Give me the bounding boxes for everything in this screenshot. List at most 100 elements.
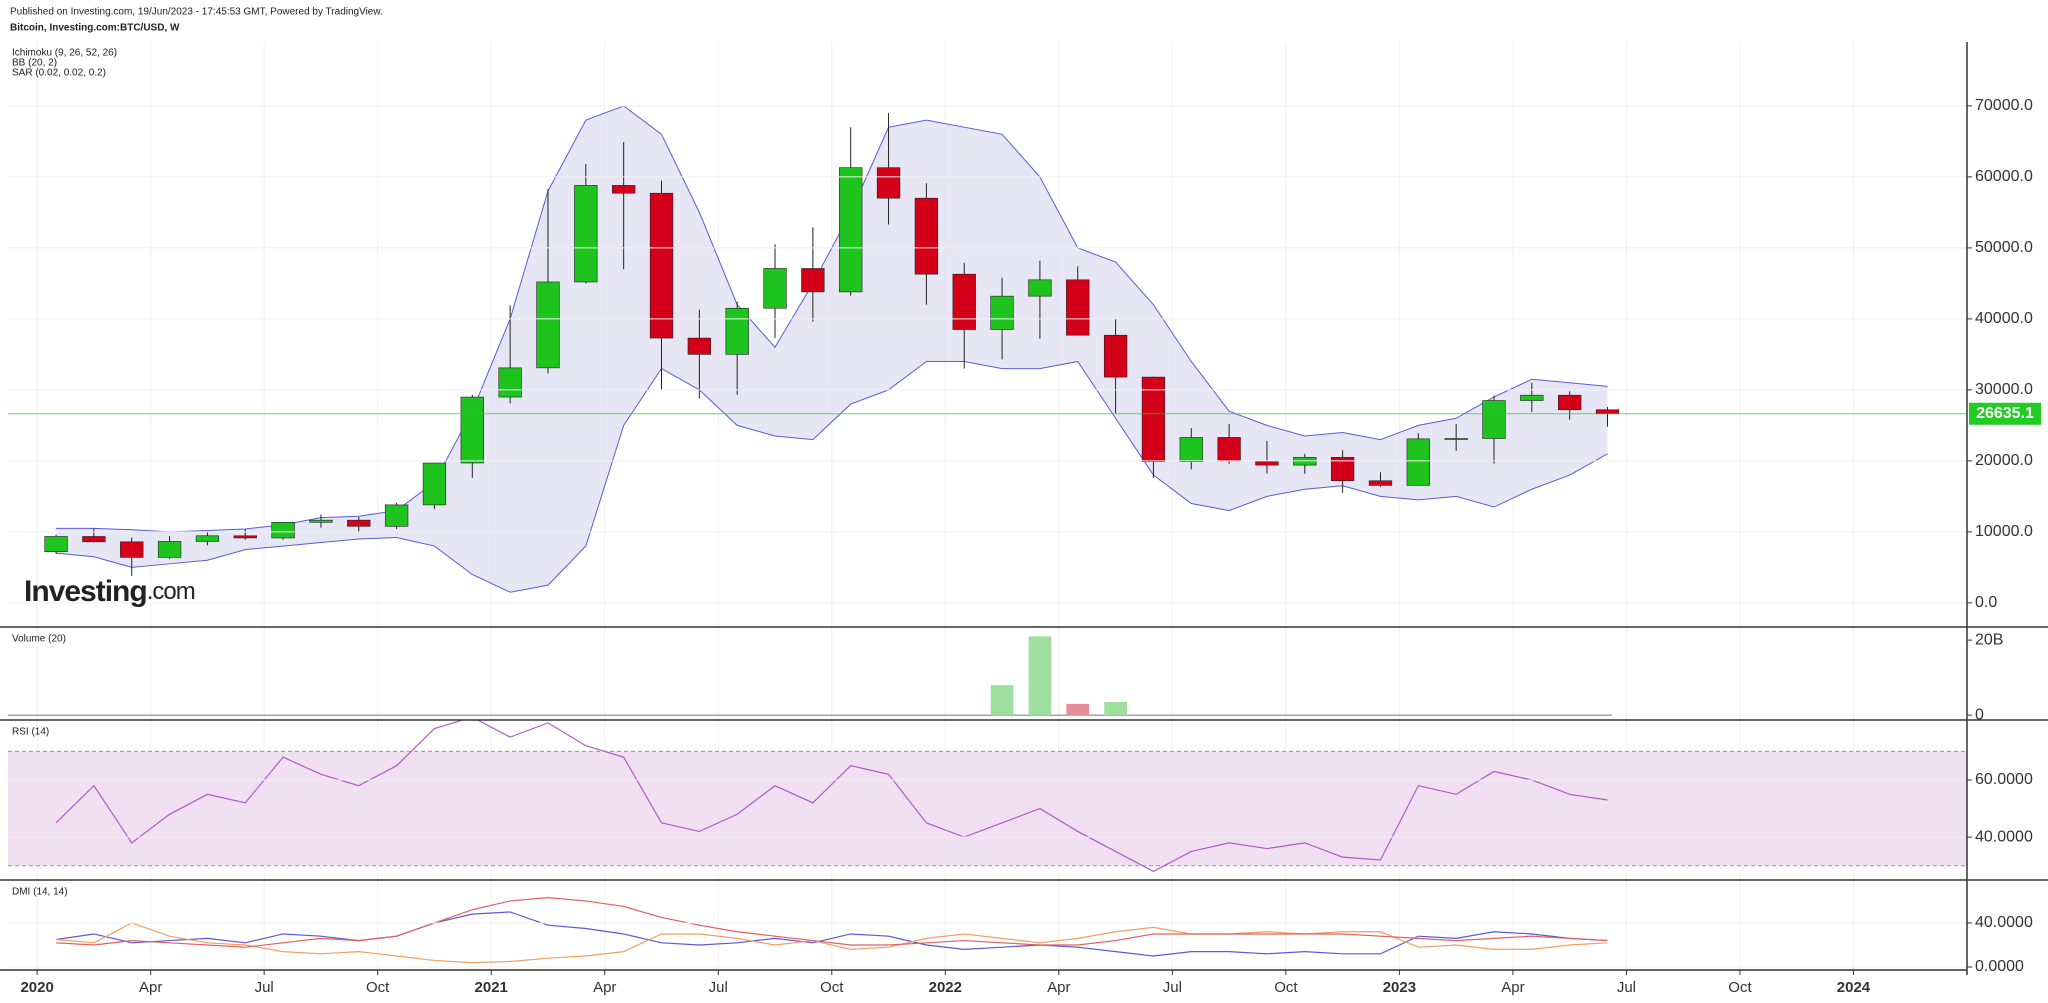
indicator-label: Ichimoku (9, 26, 52, 26) [12,48,117,59]
x-tick-label: 2024 [1837,979,1871,996]
candle-body [1066,279,1090,336]
candle-body [422,462,447,506]
y-tick-label: 50000.0 [1975,239,2033,256]
candle-body [914,197,939,275]
candle-body [612,185,636,194]
x-tick-label: Apr [139,979,162,996]
candle-body [1368,480,1393,486]
y-tick-label: 40.0000 [1975,914,2033,931]
candle-body [195,535,220,542]
candle-body [725,307,749,355]
panel-3 [55,897,1608,964]
panel-0 [44,105,1620,593]
x-tick-label: Oct [1728,979,1752,996]
candle-body [839,167,863,293]
indicator-line [55,911,1608,957]
y-tick-label: 30000.0 [1975,381,2033,398]
candle-body [876,167,901,199]
x-tick-label: Jul [1163,979,1182,996]
y-tick-label: 20B [1975,631,2003,648]
candle-body [1217,437,1241,462]
volume-bar [1028,636,1052,716]
y-tick-label: 40000.0 [1975,310,2033,327]
y-tick-label: 0.0 [1975,594,1997,611]
x-tick-label: Jul [1617,979,1636,996]
candle-body [1179,437,1203,462]
candle-body [347,519,371,527]
candle-body [1520,394,1544,401]
x-tick-label: 2020 [20,979,53,996]
candle-body [990,295,1014,330]
indicator-label: SAR (0.02, 0.02, 0.2) [12,68,106,79]
candle-body [536,281,560,369]
candle-body [1103,334,1128,378]
indicator-line [56,897,1608,948]
candle-body [1558,394,1582,411]
x-tick-label: 2023 [1383,979,1416,996]
candle-body [1028,279,1052,297]
y-tick-label: 0 [1975,706,1984,723]
indicator-label: BB (20, 2) [12,58,57,69]
indicator-line [56,922,1608,964]
x-tick-label: Apr [1047,979,1070,996]
y-tick-label: 40.0000 [1975,828,2033,845]
x-tick-label: Apr [1501,979,1524,996]
candle-body [157,541,182,558]
logo-suffix: .com [147,578,195,605]
logo: Investing.com [24,575,195,608]
y-tick-label: 60000.0 [1975,168,2033,185]
last-price-label: 26635.1 [1976,405,2034,422]
candle-body [1595,409,1620,415]
x-tick-label: Apr [593,979,616,996]
candle-body [82,536,106,543]
panel-1 [8,636,1612,716]
last-price-box [1969,402,2041,425]
volume-bar [1066,703,1090,716]
candle-body [1482,400,1506,439]
x-tick-label: Jul [255,979,274,996]
candle-body [233,535,257,539]
candle-body [1330,457,1355,482]
candle-body [120,541,144,558]
candle-body [384,504,409,527]
rsi-band [8,751,1967,866]
y-tick-label: 10000.0 [1975,523,2033,540]
symbol: Bitcoin, Investing.com:BTC/USD, W [10,23,180,34]
bb-line [56,360,1608,593]
y-tick-label: 70000.0 [1975,97,2033,114]
candle-body [1255,460,1279,466]
y-tick-label: 0.0000 [1975,958,2024,975]
candle-body [687,337,711,355]
logo-word: Investing [24,575,147,608]
published-note: Published on Investing.com, 19/Jun/2023 … [10,7,383,18]
candle-body [801,268,825,293]
candle-body [1406,438,1430,486]
candle-body [574,185,598,283]
candle-body [44,536,68,553]
candle-body [498,367,522,398]
candle-body [1444,438,1468,440]
panel-title: Volume (20) [12,634,66,645]
candle-body [763,268,787,309]
x-tick-label: Oct [820,979,844,996]
panel-title: DMI (14, 14) [12,887,68,898]
indicator-line [55,720,1608,873]
x-tick-label: 2022 [929,979,962,996]
candle-body [1141,376,1166,462]
y-tick-label: 20000.0 [1975,452,2033,469]
candle-body [271,521,295,539]
volume-bar [1104,702,1127,716]
candle-body [460,396,484,464]
x-tick-label: 2021 [475,979,508,996]
y-tick-label: 60.0000 [1975,771,2033,788]
x-tick-label: Jul [709,979,728,996]
candle-body [309,519,333,523]
x-tick-label: Oct [1274,979,1298,996]
volume-bar [990,685,1014,716]
panel-title: RSI (14) [12,727,49,738]
candle-body [649,192,674,339]
panel-2 [8,720,1967,873]
x-tick-label: Oct [366,979,390,996]
candle-body [952,273,976,330]
